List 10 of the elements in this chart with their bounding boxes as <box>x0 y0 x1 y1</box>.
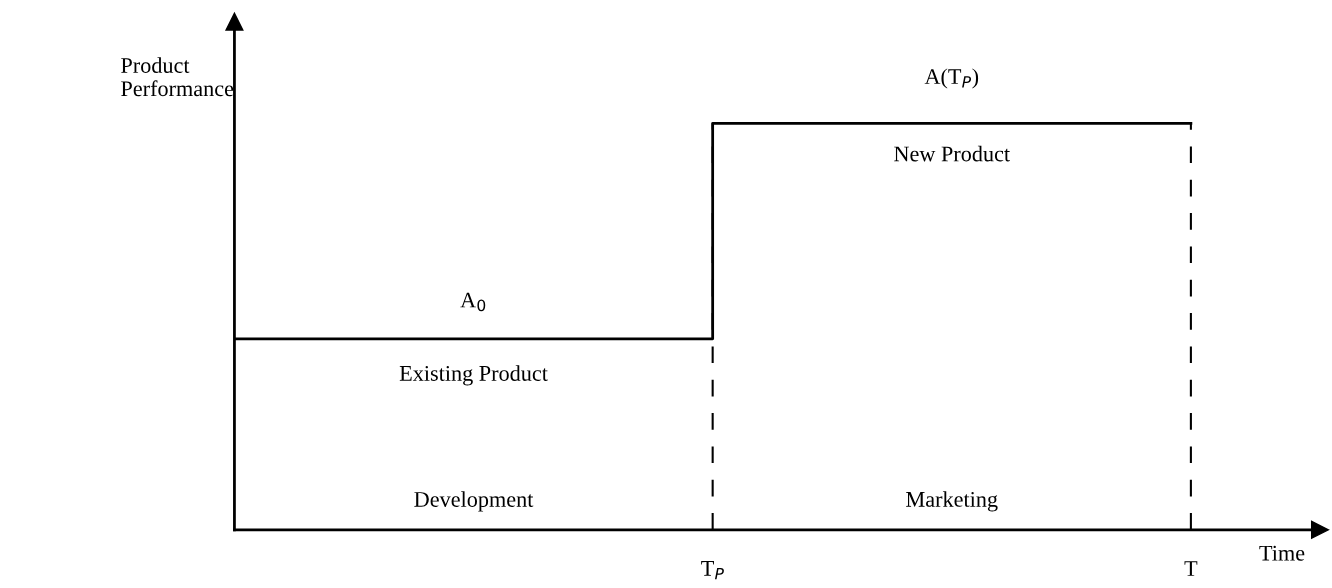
annotation: Marketing <box>906 491 998 512</box>
x-axis-title: Time <box>1259 545 1305 561</box>
text: A(T$_{P}$) <box>924 68 979 89</box>
y-axis-title: Product Performance <box>121 57 234 97</box>
x-tick-label: T <box>1184 561 1198 576</box>
annotation: Existing Product <box>399 365 548 386</box>
annotation: New Product <box>894 145 1010 162</box>
annotation: Development <box>414 491 534 512</box>
x-tick-label: T$_{P}$ <box>701 561 724 580</box>
annotation: A$_{0}$ <box>460 292 486 312</box>
